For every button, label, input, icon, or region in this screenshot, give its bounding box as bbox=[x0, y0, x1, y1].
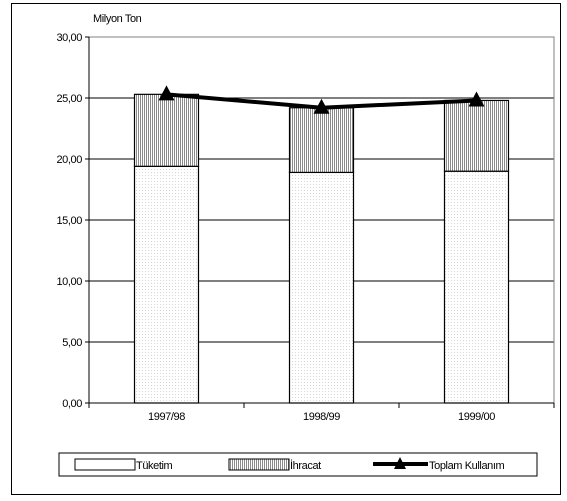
legend-swatch-ihracat bbox=[228, 458, 290, 471]
y-tick-label: 20,00 bbox=[56, 154, 82, 166]
legend: Tüketim İhracat Toplam Kullanım bbox=[58, 452, 538, 477]
line-marker-triangle bbox=[468, 91, 485, 107]
line-marker-triangle bbox=[158, 85, 175, 101]
legend-label-tuketim: Tüketim bbox=[136, 460, 173, 472]
legend-swatch-tuketim bbox=[74, 458, 136, 471]
legend-label-toplam: Toplam Kullanım bbox=[429, 460, 505, 472]
line-marker-triangle bbox=[313, 98, 330, 114]
y-tick-label: 15,00 bbox=[56, 215, 82, 227]
bar-tuketim bbox=[133, 165, 200, 404]
total-usage-line bbox=[158, 85, 485, 114]
y-tick-label: 10,00 bbox=[56, 276, 82, 288]
y-tick-label: 25,00 bbox=[56, 93, 82, 105]
legend-box bbox=[58, 452, 538, 477]
y-tick-label: 5,00 bbox=[62, 337, 82, 349]
y-axis-label: Milyon Ton bbox=[93, 13, 142, 25]
legend-swatch-triangle bbox=[394, 457, 406, 469]
y-tick-label: 0,00 bbox=[62, 398, 82, 410]
bar-ihracat bbox=[288, 107, 355, 174]
bars bbox=[133, 93, 510, 404]
bar-ihracat bbox=[443, 99, 510, 172]
x-axis-ticks: 1997/98 1998/99 1999/00 bbox=[88, 402, 555, 423]
bar-tuketim bbox=[443, 170, 510, 404]
x-tick-label: 1997/98 bbox=[148, 411, 185, 423]
bar-tuketim bbox=[288, 171, 355, 404]
y-tick-label: 30,00 bbox=[56, 32, 82, 44]
legend-label-ihracat: İhracat bbox=[290, 459, 321, 472]
bar-ihracat bbox=[133, 93, 200, 167]
x-tick-label: 1999/00 bbox=[458, 411, 495, 423]
x-tick-label: 1998/99 bbox=[303, 411, 340, 423]
y-axis-ticks: 0,00 5,00 10,00 15,00 20,00 25,00 30,00 bbox=[56, 32, 90, 410]
